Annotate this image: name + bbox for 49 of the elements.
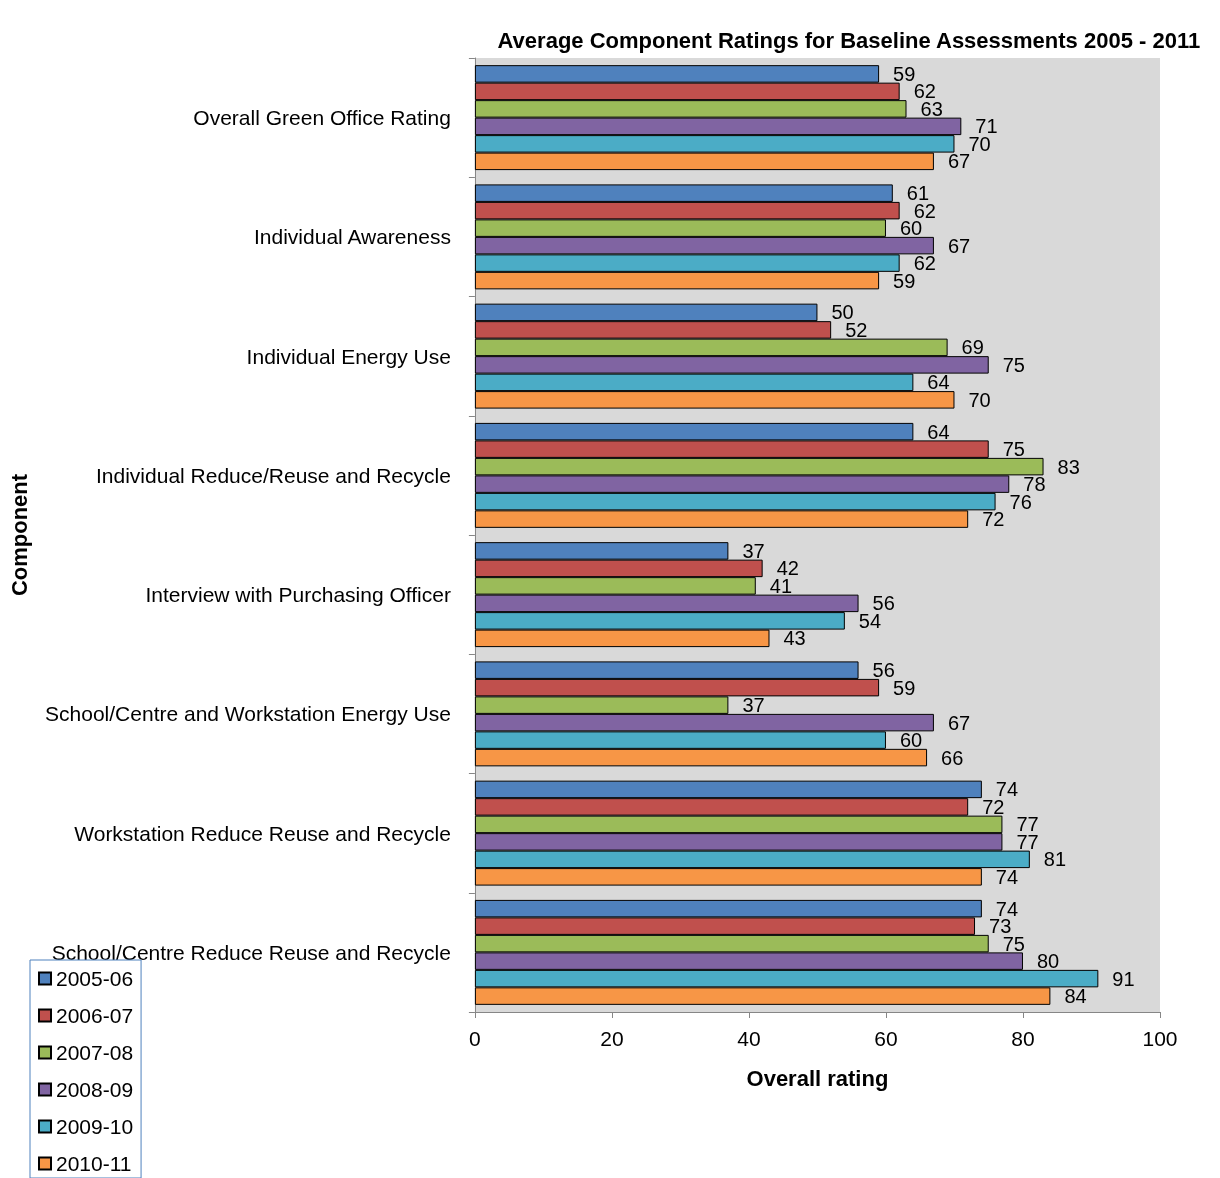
data-label: 66 — [941, 746, 964, 769]
y-tick-label: School/Centre Reduce Reuse and Recycle — [51, 940, 451, 964]
legend-label: 2005-06 — [56, 967, 134, 990]
data-label: 70 — [968, 388, 991, 411]
x-tick-label: 0 — [469, 1027, 481, 1050]
y-tick-label: Workstation Reduce Reuse and Recycle — [74, 821, 451, 845]
data-label: 69 — [961, 336, 984, 359]
data-label: 72 — [982, 508, 1005, 531]
legend-label: 2008-09 — [56, 1078, 134, 1101]
data-label: 56 — [872, 659, 895, 682]
data-label: 67 — [947, 711, 971, 734]
data-label: 81 — [1043, 848, 1067, 871]
x-axis-title: Overall rating — [746, 1065, 889, 1091]
chart-title: Average Component Ratings for Baseline Assessments 2005 - 2011 — [497, 27, 1201, 53]
legend-label: 2006-07 — [56, 1004, 134, 1027]
data-label: 60 — [899, 729, 923, 752]
data-label: 62 — [913, 252, 936, 275]
x-tick-label: 20 — [600, 1027, 624, 1050]
y-tick-label: Overall Green Office Rating — [193, 106, 451, 130]
data-label: 83 — [1057, 455, 1080, 478]
data-label: 67 — [947, 234, 971, 257]
data-label: 64 — [927, 420, 950, 443]
y-tick-label: Individual Reduce/Reuse and Recycle — [96, 463, 451, 487]
data-label: 84 — [1064, 985, 1087, 1008]
data-label: 75 — [1002, 353, 1025, 376]
data-label: 37 — [742, 539, 765, 562]
data-label: 91 — [1112, 967, 1135, 990]
legend-label: 2009-10 — [56, 1115, 134, 1138]
data-label: 80 — [1036, 950, 1060, 973]
y-tick-label: Interview with Purchasing Officer — [145, 583, 451, 607]
data-label: 75 — [1002, 438, 1025, 461]
data-label: 59 — [893, 62, 916, 85]
legend-label: 2010-11 — [56, 1152, 132, 1175]
data-label: 74 — [995, 865, 1019, 888]
x-tick-label: 100 — [1142, 1027, 1178, 1050]
data-label: 43 — [783, 627, 806, 650]
y-axis-title: Component — [6, 473, 32, 597]
data-label: 67 — [947, 150, 971, 173]
data-label: 59 — [893, 269, 916, 292]
data-label: 37 — [742, 694, 765, 717]
x-tick-label: 60 — [874, 1027, 898, 1050]
x-tick-label: 40 — [737, 1027, 761, 1050]
y-tick-label: School/Centre and Workstation Energy Use — [45, 702, 451, 726]
x-tick-label: 80 — [1011, 1027, 1035, 1050]
legend-label: 2007-08 — [56, 1041, 134, 1064]
y-tick-label: Individual Energy Use — [246, 344, 451, 368]
y-tick-label: Individual Awareness — [253, 225, 451, 249]
data-label: 59 — [893, 676, 916, 699]
data-label: 64 — [927, 371, 950, 394]
